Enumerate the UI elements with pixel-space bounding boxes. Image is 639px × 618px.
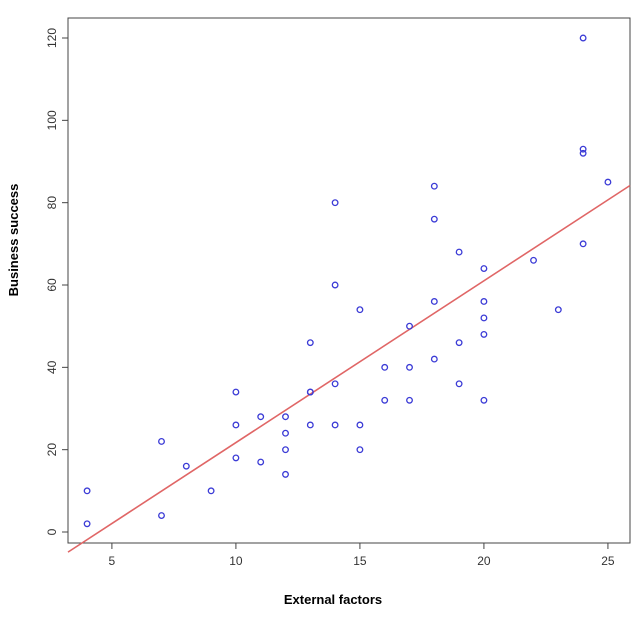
- point: [430, 182, 438, 190]
- x-tick-label: 20: [477, 554, 491, 568]
- point: [480, 396, 488, 404]
- point: [455, 380, 463, 388]
- point: [455, 339, 463, 347]
- y-tick-label: 0: [45, 528, 59, 535]
- y-axis-title: Business success: [6, 184, 21, 297]
- point: [158, 437, 165, 445]
- point: [480, 298, 488, 305]
- point: [579, 240, 587, 248]
- x-tick-label: 25: [601, 554, 615, 568]
- point: [331, 380, 339, 388]
- point: [158, 512, 165, 519]
- point: [331, 199, 339, 207]
- point: [282, 470, 289, 478]
- point: [530, 256, 537, 264]
- y-tick-label: 20: [45, 443, 59, 457]
- point: [455, 248, 463, 256]
- point: [331, 421, 339, 429]
- x-tick-label: 15: [353, 554, 367, 568]
- point: [306, 339, 314, 347]
- point: [480, 265, 488, 272]
- point: [331, 281, 339, 289]
- point: [480, 330, 488, 338]
- y-tick-label: 40: [45, 360, 59, 374]
- y-tick-label: 100: [45, 110, 59, 130]
- point: [406, 396, 413, 404]
- point: [257, 458, 265, 466]
- point: [232, 421, 240, 429]
- point: [381, 363, 389, 371]
- point: [306, 421, 314, 429]
- point: [381, 396, 389, 404]
- plot-frame: [67, 17, 631, 544]
- trend-line: [67, 184, 631, 553]
- point: [257, 413, 265, 421]
- x-axis-title: External factors: [284, 592, 382, 607]
- x-tick-label: 10: [229, 554, 243, 568]
- point: [182, 462, 190, 470]
- x-tick-label: 5: [109, 554, 116, 568]
- point: [430, 355, 438, 363]
- point: [282, 446, 289, 454]
- point: [430, 298, 438, 305]
- point: [554, 306, 562, 314]
- point: [356, 306, 364, 314]
- point: [356, 446, 364, 454]
- point: [480, 314, 488, 322]
- point: [406, 322, 413, 330]
- point: [306, 388, 314, 396]
- point: [579, 149, 587, 157]
- point: [406, 363, 413, 371]
- y-tick-label: 120: [45, 28, 59, 48]
- point: [232, 454, 240, 462]
- point: [430, 215, 438, 223]
- y-tick-label: 80: [45, 196, 59, 210]
- point: [356, 421, 364, 429]
- point: [232, 388, 240, 396]
- point: [604, 178, 612, 186]
- point: [579, 34, 587, 42]
- y-tick-label: 60: [45, 278, 59, 292]
- point: [83, 520, 91, 528]
- point: [282, 413, 289, 421]
- point: [207, 487, 215, 495]
- point: [83, 487, 91, 495]
- point: [579, 145, 587, 153]
- point: [282, 429, 289, 437]
